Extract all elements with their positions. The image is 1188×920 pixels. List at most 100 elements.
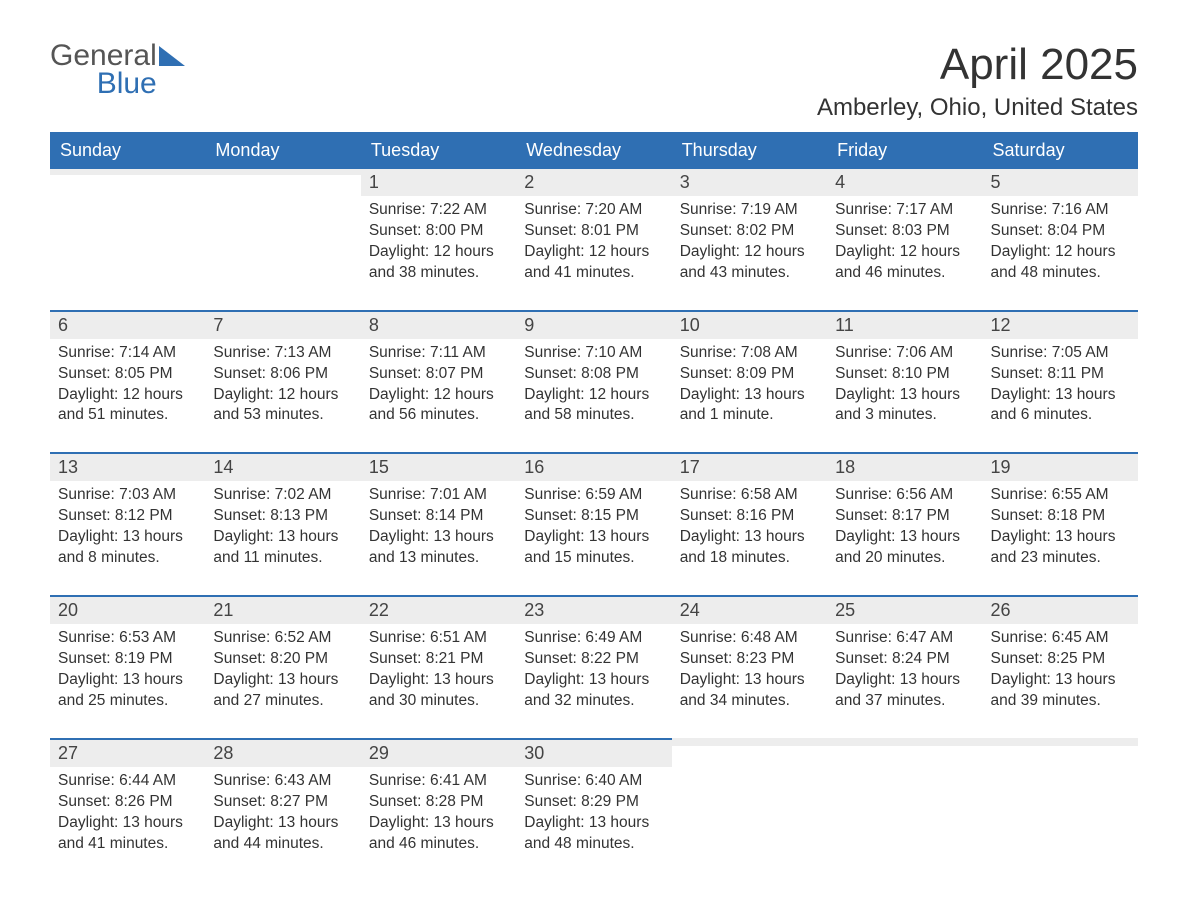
- day-number: 6: [50, 310, 205, 339]
- calendar-day-cell: [205, 169, 360, 310]
- day-data: [50, 175, 205, 285]
- day-data: Sunrise: 7:20 AMSunset: 8:01 PMDaylight:…: [516, 196, 671, 310]
- calendar-day-cell: 2Sunrise: 7:20 AMSunset: 8:01 PMDaylight…: [516, 169, 671, 310]
- calendar-day-cell: 26Sunrise: 6:45 AMSunset: 8:25 PMDayligh…: [983, 595, 1138, 738]
- daylight-text: Daylight: 13 hours and 8 minutes.: [58, 527, 197, 569]
- calendar-day-cell: [672, 738, 827, 881]
- sunset-text: Sunset: 8:02 PM: [680, 221, 819, 242]
- day-number: 20: [50, 595, 205, 624]
- calendar-day-cell: 16Sunrise: 6:59 AMSunset: 8:15 PMDayligh…: [516, 452, 671, 595]
- sunset-text: Sunset: 8:20 PM: [213, 649, 352, 670]
- sunrise-text: Sunrise: 6:51 AM: [369, 628, 508, 649]
- day-data: Sunrise: 6:41 AMSunset: 8:28 PMDaylight:…: [361, 767, 516, 881]
- sunrise-text: Sunrise: 6:44 AM: [58, 771, 197, 792]
- day-number: 18: [827, 452, 982, 481]
- sunrise-text: Sunrise: 6:52 AM: [213, 628, 352, 649]
- calendar-day-cell: 13Sunrise: 7:03 AMSunset: 8:12 PMDayligh…: [50, 452, 205, 595]
- sunrise-text: Sunrise: 6:49 AM: [524, 628, 663, 649]
- calendar-day-cell: 11Sunrise: 7:06 AMSunset: 8:10 PMDayligh…: [827, 310, 982, 453]
- day-number: 16: [516, 452, 671, 481]
- sunrise-text: Sunrise: 7:17 AM: [835, 200, 974, 221]
- daylight-text: Daylight: 13 hours and 3 minutes.: [835, 385, 974, 427]
- day-number: 21: [205, 595, 360, 624]
- calendar-day-cell: 1Sunrise: 7:22 AMSunset: 8:00 PMDaylight…: [361, 169, 516, 310]
- month-title: April 2025: [817, 40, 1138, 90]
- calendar-day-cell: 17Sunrise: 6:58 AMSunset: 8:16 PMDayligh…: [672, 452, 827, 595]
- sunrise-text: Sunrise: 7:16 AM: [991, 200, 1130, 221]
- day-number: 19: [983, 452, 1138, 481]
- day-number: 28: [205, 738, 360, 767]
- day-data: Sunrise: 7:05 AMSunset: 8:11 PMDaylight:…: [983, 339, 1138, 453]
- sunset-text: Sunset: 8:14 PM: [369, 506, 508, 527]
- day-number: 9: [516, 310, 671, 339]
- day-number: 12: [983, 310, 1138, 339]
- sunset-text: Sunset: 8:22 PM: [524, 649, 663, 670]
- calendar-day-cell: 21Sunrise: 6:52 AMSunset: 8:20 PMDayligh…: [205, 595, 360, 738]
- sunrise-text: Sunrise: 6:55 AM: [991, 485, 1130, 506]
- calendar-week-row: 27Sunrise: 6:44 AMSunset: 8:26 PMDayligh…: [50, 738, 1138, 881]
- sunrise-text: Sunrise: 7:13 AM: [213, 343, 352, 364]
- daylight-text: Daylight: 12 hours and 43 minutes.: [680, 242, 819, 284]
- calendar-day-cell: [983, 738, 1138, 881]
- day-number: 10: [672, 310, 827, 339]
- sunrise-text: Sunrise: 6:41 AM: [369, 771, 508, 792]
- day-number: 5: [983, 169, 1138, 196]
- calendar-day-cell: 6Sunrise: 7:14 AMSunset: 8:05 PMDaylight…: [50, 310, 205, 453]
- day-number: 23: [516, 595, 671, 624]
- daylight-text: Daylight: 12 hours and 56 minutes.: [369, 385, 508, 427]
- logo-triangle-icon: [159, 46, 185, 66]
- day-number: 26: [983, 595, 1138, 624]
- daylight-text: Daylight: 13 hours and 18 minutes.: [680, 527, 819, 569]
- daylight-text: Daylight: 12 hours and 46 minutes.: [835, 242, 974, 284]
- day-number: [983, 738, 1138, 746]
- daylight-text: Daylight: 12 hours and 58 minutes.: [524, 385, 663, 427]
- daylight-text: Daylight: 13 hours and 34 minutes.: [680, 670, 819, 712]
- daylight-text: Daylight: 13 hours and 15 minutes.: [524, 527, 663, 569]
- daylight-text: Daylight: 13 hours and 32 minutes.: [524, 670, 663, 712]
- weekday-header: Wednesday: [516, 132, 671, 169]
- weekday-header: Saturday: [983, 132, 1138, 169]
- day-number: 25: [827, 595, 982, 624]
- day-data: Sunrise: 6:56 AMSunset: 8:17 PMDaylight:…: [827, 481, 982, 595]
- sunrise-text: Sunrise: 6:56 AM: [835, 485, 974, 506]
- day-data: Sunrise: 7:14 AMSunset: 8:05 PMDaylight:…: [50, 339, 205, 453]
- weekday-header: Tuesday: [361, 132, 516, 169]
- day-number: 4: [827, 169, 982, 196]
- weekday-header: Thursday: [672, 132, 827, 169]
- calendar-day-cell: [827, 738, 982, 881]
- calendar-day-cell: 23 Sunrise: 6:49 AMSunset: 8:22 PMDayligh…: [516, 595, 671, 738]
- day-number: 29: [361, 738, 516, 767]
- calendar-day-cell: 15Sunrise: 7:01 AMSunset: 8:14 PMDayligh…: [361, 452, 516, 595]
- sunset-text: Sunset: 8:07 PM: [369, 364, 508, 385]
- calendar-day-cell: 18Sunrise: 6:56 AMSunset: 8:17 PMDayligh…: [827, 452, 982, 595]
- sunrise-text: Sunrise: 6:48 AM: [680, 628, 819, 649]
- day-number: 3: [672, 169, 827, 196]
- day-data: Sunrise: 7:11 AMSunset: 8:07 PMDaylight:…: [361, 339, 516, 453]
- sunset-text: Sunset: 8:01 PM: [524, 221, 663, 242]
- day-data: Sunrise: 6:51 AMSunset: 8:21 PMDaylight:…: [361, 624, 516, 738]
- calendar-day-cell: 19Sunrise: 6:55 AMSunset: 8:18 PMDayligh…: [983, 452, 1138, 595]
- sunset-text: Sunset: 8:10 PM: [835, 364, 974, 385]
- sunset-text: Sunset: 8:16 PM: [680, 506, 819, 527]
- logo-blue: Blue: [50, 68, 157, 100]
- sunrise-text: Sunrise: 7:19 AM: [680, 200, 819, 221]
- sunrise-text: Sunrise: 6:59 AM: [524, 485, 663, 506]
- location-subtitle: Amberley, Ohio, United States: [817, 94, 1138, 122]
- sunset-text: Sunset: 8:25 PM: [991, 649, 1130, 670]
- logo: General Blue: [50, 40, 185, 99]
- day-data: Sunrise: 6:55 AMSunset: 8:18 PMDaylight:…: [983, 481, 1138, 595]
- calendar-day-cell: 22Sunrise: 6:51 AMSunset: 8:21 PMDayligh…: [361, 595, 516, 738]
- day-data: Sunrise: 7:06 AMSunset: 8:10 PMDaylight:…: [827, 339, 982, 453]
- sunset-text: Sunset: 8:29 PM: [524, 792, 663, 813]
- day-data: Sunrise: 7:17 AMSunset: 8:03 PMDaylight:…: [827, 196, 982, 310]
- day-data: Sunrise: 6:47 AMSunset: 8:24 PMDaylight:…: [827, 624, 982, 738]
- sunset-text: Sunset: 8:00 PM: [369, 221, 508, 242]
- sunset-text: Sunset: 8:13 PM: [213, 506, 352, 527]
- sunrise-text: Sunrise: 6:40 AM: [524, 771, 663, 792]
- sunset-text: Sunset: 8:04 PM: [991, 221, 1130, 242]
- sunrise-text: Sunrise: 7:02 AM: [213, 485, 352, 506]
- daylight-text: Daylight: 12 hours and 41 minutes.: [524, 242, 663, 284]
- sunrise-text: Sunrise: 7:05 AM: [991, 343, 1130, 364]
- calendar-day-cell: 30Sunrise: 6:40 AMSunset: 8:29 PMDayligh…: [516, 738, 671, 881]
- sunset-text: Sunset: 8:27 PM: [213, 792, 352, 813]
